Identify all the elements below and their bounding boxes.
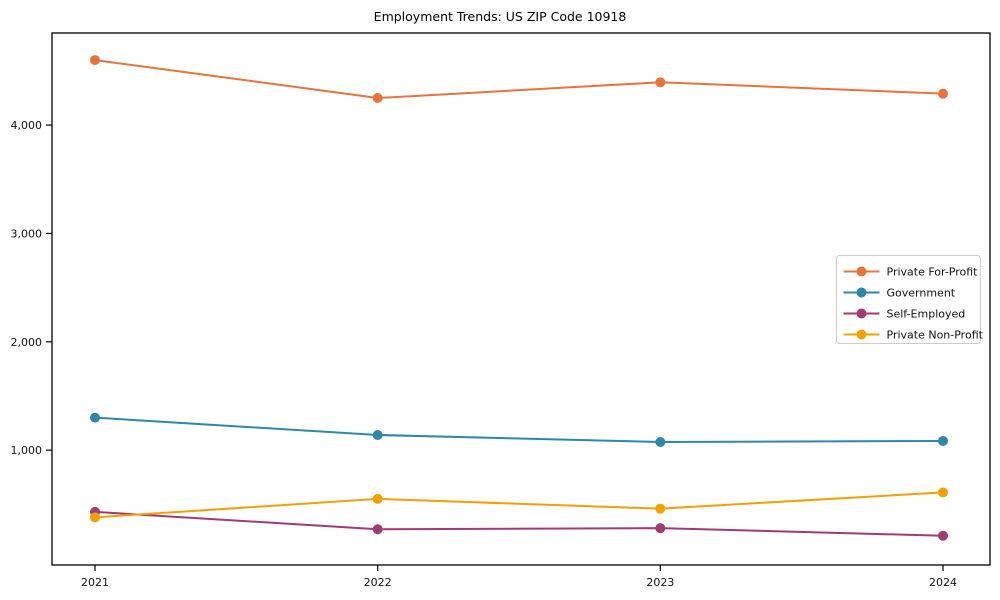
x-axis-tick-label: 2023 xyxy=(646,576,674,589)
data-point-marker xyxy=(655,437,666,448)
legend-item-label: Government xyxy=(887,287,956,300)
series-line xyxy=(94,510,944,537)
data-point-marker xyxy=(655,77,666,88)
legend-item-label: Private Non-Profit xyxy=(887,329,984,342)
data-point-marker xyxy=(938,530,948,541)
data-point-marker xyxy=(372,93,383,104)
data-point-marker xyxy=(655,503,666,514)
legend-marker xyxy=(856,308,867,319)
data-point-marker xyxy=(90,512,100,523)
data-point-marker xyxy=(938,435,948,446)
x-axis-tick-label: 2024 xyxy=(929,576,957,589)
data-point-marker xyxy=(90,55,100,66)
legend-item-label: Private For-Profit xyxy=(887,266,979,279)
x-axis-tick-label: 2021 xyxy=(81,576,109,589)
data-point-marker xyxy=(372,524,383,535)
legend-marker xyxy=(856,287,867,298)
series-line xyxy=(94,59,944,100)
series-line xyxy=(94,416,944,444)
data-point-marker xyxy=(938,88,948,99)
legend-box xyxy=(836,255,981,344)
legend-item-label: Self-Employed xyxy=(887,308,966,321)
legend-marker xyxy=(856,266,867,277)
y-axis-tick-label: 1,000 xyxy=(11,444,43,457)
data-point-marker xyxy=(938,487,948,498)
x-axis-tick-label: 2022 xyxy=(364,576,392,589)
legend-marker xyxy=(856,329,867,340)
y-axis-tick-label: 3,000 xyxy=(11,227,43,240)
data-point-marker xyxy=(372,429,383,440)
series-line xyxy=(94,491,944,519)
data-point-marker xyxy=(655,523,666,534)
y-axis-tick-label: 2,000 xyxy=(11,336,43,349)
data-point-marker xyxy=(90,412,100,423)
chart-title: Employment Trends: US ZIP Code 10918 xyxy=(373,9,627,24)
plot-border xyxy=(51,32,991,566)
y-axis-tick-label: 4,000 xyxy=(11,119,43,132)
data-point-marker xyxy=(372,493,383,504)
